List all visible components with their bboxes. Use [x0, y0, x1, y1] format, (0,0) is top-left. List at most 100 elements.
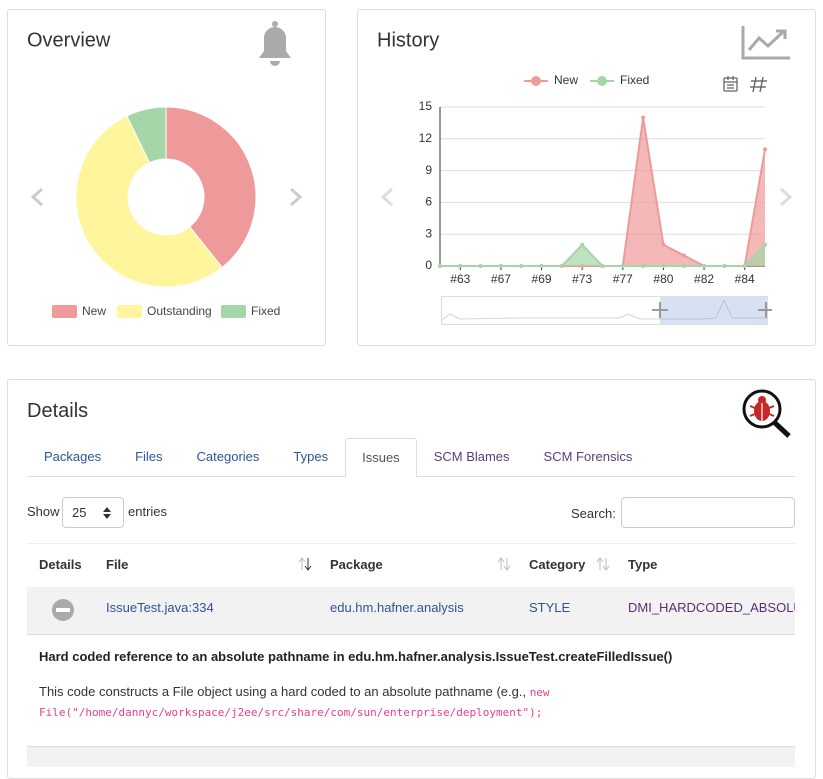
- bug-icon: [742, 389, 791, 438]
- sort-icon[interactable]: [497, 557, 511, 571]
- calendar-icon[interactable]: [723, 76, 738, 92]
- data-point: [580, 242, 585, 247]
- trend-icon: [741, 26, 790, 60]
- data-point: [438, 264, 442, 268]
- table-row: [27, 587, 795, 635]
- sort-icon[interactable]: [596, 557, 610, 571]
- series-line: [440, 117, 766, 267]
- type-link[interactable]: DMI_HARDCODED_ABSOLUTE_FILENAME: [628, 600, 795, 615]
- x-tick-label: #82: [694, 272, 714, 286]
- package-link[interactable]: edu.hm.hafner.analysis: [330, 600, 464, 615]
- data-point: [763, 242, 767, 247]
- issue-description: This code constructs a File object using…: [39, 682, 779, 722]
- tab[interactable]: Files: [135, 449, 163, 464]
- details-title: Details: [27, 400, 89, 422]
- select-caret: [103, 507, 111, 519]
- donut-slice: [126, 106, 167, 164]
- next-arrow[interactable]: [290, 187, 303, 207]
- x-tick-label: #69: [532, 272, 552, 286]
- y-tick-label: 6: [425, 195, 432, 209]
- zoom-slider[interactable]: [441, 296, 773, 325]
- tab[interactable]: SCM Blames: [433, 449, 510, 464]
- column-header[interactable]: Package: [330, 557, 383, 572]
- tab[interactable]: SCM Forensics: [543, 449, 633, 464]
- area-fill: [440, 244, 765, 266]
- hash-icon[interactable]: [750, 76, 767, 93]
- data-point: [681, 264, 686, 268]
- y-tick-label: 0: [425, 258, 432, 272]
- x-tick-label: #73: [572, 272, 592, 286]
- prev-arrow[interactable]: [30, 187, 43, 207]
- tab[interactable]: Types: [293, 449, 329, 464]
- series-line: [440, 243, 766, 267]
- issue-heading: Hard coded reference to an absolute path…: [39, 649, 673, 664]
- column-header[interactable]: Type: [628, 557, 658, 572]
- data-point: [620, 264, 625, 268]
- data-point: [661, 242, 666, 247]
- page: Overview New Outstanding Fixed History 0 3 6…: [7, 9, 816, 779]
- length-suffix: entries: [128, 504, 168, 519]
- page-length: 25: [72, 505, 87, 520]
- data-point: [641, 115, 646, 120]
- table-header: [27, 543, 795, 589]
- area-fill: [440, 117, 765, 266]
- file-link[interactable]: IssueTest.java:334: [106, 600, 214, 615]
- x-tick-label: #84: [735, 272, 755, 286]
- y-tick-label: 12: [419, 131, 433, 145]
- bell-icon: [259, 21, 291, 66]
- data-point: [641, 264, 646, 268]
- history-chart: 0 3 6 9 12 15 #63 #67 #69 #73 #77 #80 #82 #84 New Fixed: [419, 73, 767, 286]
- data-point: [722, 264, 727, 268]
- search-input[interactable]: [621, 497, 795, 528]
- legend-label: Fixed: [620, 73, 649, 87]
- legend-label: Outstanding: [147, 304, 212, 318]
- column-header[interactable]: File: [106, 557, 129, 572]
- data-point: [600, 264, 605, 268]
- data-point: [661, 264, 666, 268]
- next-arrow[interactable]: [780, 187, 793, 207]
- prev-arrow[interactable]: [380, 187, 393, 207]
- column-header[interactable]: Category: [529, 557, 586, 572]
- data-point: [742, 264, 747, 268]
- charts: Overview New Outstanding Fixed History 0 3 6…: [27, 21, 793, 325]
- y-tick-label: 15: [419, 99, 433, 113]
- tab[interactable]: Packages: [44, 449, 102, 464]
- donut: New Outstanding Fixed: [52, 106, 280, 318]
- tab[interactable]: Categories: [196, 449, 260, 464]
- tab[interactable]: Issues: [345, 438, 417, 477]
- x-tick-label: #67: [491, 272, 511, 286]
- legend-marker: [597, 76, 607, 86]
- description-text: This code constructs a File object using…: [39, 684, 530, 699]
- legend-swatch: [221, 305, 246, 318]
- data-point: [763, 147, 767, 152]
- data-point: [559, 264, 564, 268]
- data-point: [702, 264, 707, 268]
- data-point: [478, 264, 483, 268]
- legend-label: Fixed: [251, 304, 280, 318]
- page-length-select[interactable]: 25: [62, 497, 124, 528]
- history-title: History: [377, 29, 439, 51]
- legend-marker: [531, 76, 541, 86]
- sort-icon[interactable]: [298, 557, 312, 571]
- legend-swatch: [117, 305, 142, 318]
- tab-bar: Packages Files Categories Types Issues SCM Bl…: [27, 438, 795, 477]
- donut-slice: [165, 106, 257, 269]
- category-link[interactable]: STYLE: [529, 600, 571, 615]
- data-point: [458, 264, 463, 268]
- history-card: [357, 9, 816, 346]
- data-point: [519, 264, 524, 268]
- column-header[interactable]: Details: [39, 557, 82, 572]
- x-tick-label: #80: [653, 272, 673, 286]
- collapse-icon[interactable]: [51, 598, 75, 622]
- data-point: [498, 264, 503, 268]
- data-point: [681, 253, 686, 258]
- overview-title: Overview: [27, 29, 111, 51]
- donut-slice: [75, 115, 223, 288]
- length-label: Show: [27, 504, 60, 519]
- data-point: [539, 264, 544, 268]
- legend-label: New: [82, 304, 106, 318]
- legend-swatch: [52, 305, 77, 318]
- x-tick-label: #63: [450, 272, 470, 286]
- y-tick-label: 9: [425, 163, 432, 177]
- description-code: new File("/home/dannyc/workspace/j2ee/sr…: [39, 686, 550, 719]
